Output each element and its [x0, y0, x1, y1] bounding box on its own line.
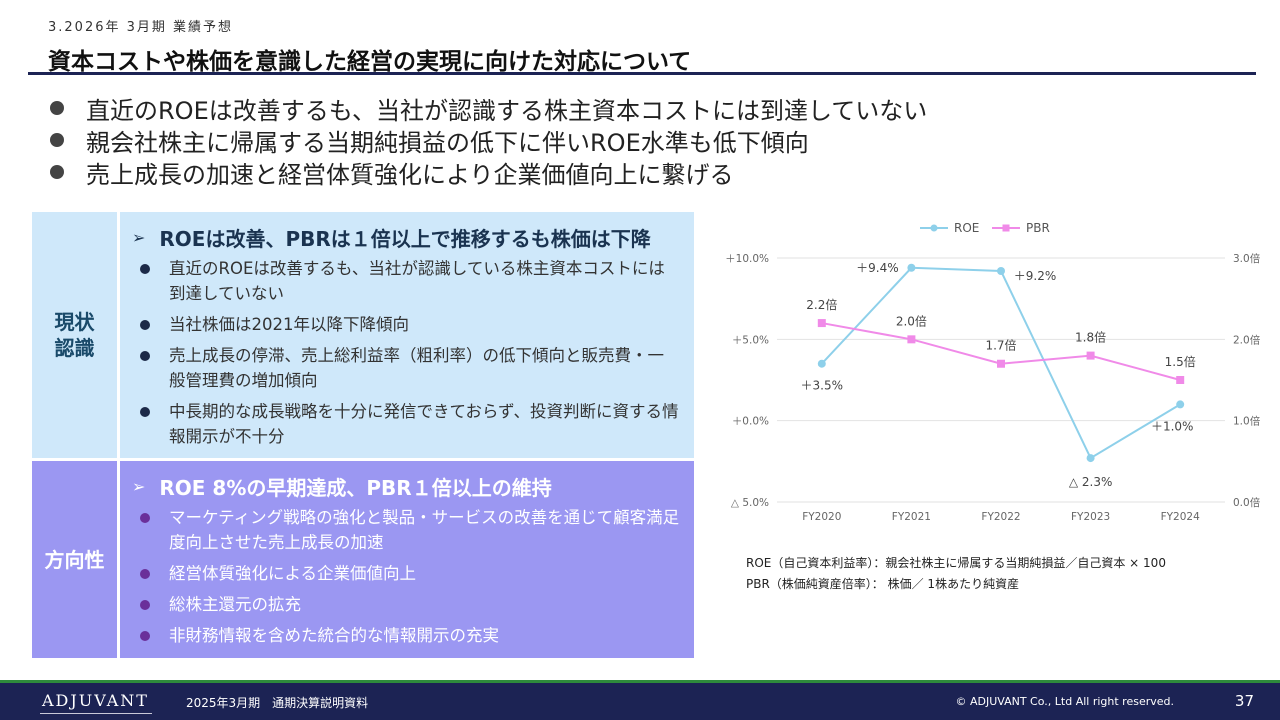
x-axis-tick-label: FY2022 — [981, 511, 1020, 523]
status-item-text: 売上成長の停滞、売上総利益率（粗利率）の低下傾向と販売費・一般管理費の増加傾向 — [169, 346, 664, 390]
title-divider — [28, 72, 1256, 75]
roe-data-label: ＋3.5% — [801, 379, 844, 393]
left-axis-tick-label: ＋5.0% — [732, 334, 769, 346]
right-axis-tick-label: 2.0倍 — [1233, 333, 1260, 346]
right-axis-tick-label: 1.0倍 — [1233, 415, 1260, 428]
pbr-point — [817, 319, 826, 328]
status-item: 中長期的な成長戦略を十分に発信できておらず、投資判断に資する情報開示が不十分 — [132, 399, 680, 449]
direction-item-text: 総株主還元の拡充 — [169, 595, 301, 614]
bullet-dot-icon — [50, 101, 64, 115]
summary-bullet: 親会社株主に帰属する当期純損益の低下に伴いROE水準も低下傾向 — [50, 124, 927, 157]
company-logo: ADJUVANT — [42, 691, 149, 710]
pbr-point — [1086, 351, 1095, 360]
x-axis-tick-label: FY2024 — [1161, 511, 1200, 523]
left-axis-tick-label: △ 5.0% — [731, 497, 769, 509]
roe-point — [1086, 454, 1095, 463]
bullet-dot-icon — [140, 351, 150, 361]
summary-bullet-text: 売上成長の加速と経営体質強化により企業価値向上に繋げる — [86, 160, 734, 189]
page-title: 資本コストや株価を意識した経営の実現に向けた対応について — [48, 49, 692, 75]
status-panel: 現状 認識 ➢ ROEは改善、PBRは１倍以上で推移するも株価は下降 直近のROE… — [32, 212, 694, 458]
document-title: 2025年3月期 通期決算説明資料 — [186, 696, 369, 710]
direction-item-text: マーケティング戦略の強化と製品・サービスの改善を通じて顧客満足度向上させた売上成… — [169, 508, 680, 552]
page-number: 37 — [1234, 692, 1254, 710]
left-axis-tick-label: ＋0.0% — [732, 416, 769, 428]
direction-items: マーケティング戦略の強化と製品・サービスの改善を通じて顧客満足度向上させた売上成… — [132, 505, 680, 648]
bullet-dot-icon — [140, 407, 150, 417]
roe-pbr-line-chart: ＋10.0% ＋5.0% ＋0.0% △ 5.0% 3.0倍 2.0倍 1.0倍 0.0倍 FY… — [725, 221, 1260, 523]
x-axis-tick-label: FY2020 — [802, 511, 841, 523]
status-item-text: 当社株価は2021年以降下降傾向 — [169, 315, 409, 334]
right-axis-tick-label: 0.0倍 — [1233, 496, 1260, 509]
summary-bullet: 直近のROEは改善するも、当社が認識する株主資本コストには到達していない — [50, 92, 928, 125]
roe-definition: ROE（自己資本利益率）：親会社株主に帰属する当期純損益／自己資本 × 100 — [746, 556, 1166, 570]
bullet-dot-icon — [140, 631, 150, 641]
pbr-data-label: 1.8倍 — [1075, 330, 1106, 345]
direction-body: ➢ ROE 8%の早期達成、PBR１倍以上の維持 マーケティング戦略の強化と製品・… — [120, 461, 694, 658]
pbr-data-label: 2.0倍 — [896, 313, 927, 328]
direction-headline: ➢ ROE 8%の早期達成、PBR１倍以上の維持 — [132, 471, 680, 501]
logo-underline — [40, 713, 152, 714]
legend-label-pbr: PBR — [1026, 221, 1050, 235]
summary-bullet: 売上成長の加速と経営体質強化により企業価値向上に繋げる — [50, 156, 927, 189]
definition-notes: ROE（自己資本利益率）：親会社株主に帰属する当期純損益／自己資本 × 100 … — [746, 553, 1166, 595]
right-axis-tick-label: 3.0倍 — [1233, 252, 1260, 265]
direction-item: 総株主還元の拡充 — [132, 592, 680, 617]
bullet-dot-icon — [140, 569, 150, 579]
x-axis-tick-label: FY2023 — [1071, 511, 1110, 523]
pbr-point — [997, 359, 1005, 368]
status-headline: ➢ ROEは改善、PBRは１倍以上で推移するも株価は下降 — [132, 222, 680, 252]
summary-bullet-text: 直近のROEは改善するも、当社が認識する株主資本コストには到達していない — [86, 96, 928, 125]
status-headline-text: ROEは改善、PBRは１倍以上で推移するも株価は下降 — [159, 226, 651, 251]
roe-point — [997, 267, 1005, 276]
direction-side-label: 方向性 — [32, 461, 117, 658]
pbr-point — [1176, 376, 1185, 384]
direction-item-text: 非財務情報を含めた統合的な情報開示の充実 — [169, 626, 499, 645]
direction-headline-text: ROE 8%の早期達成、PBR１倍以上の維持 — [159, 475, 552, 500]
summary-bullets: 直近のROEは改善するも、当社が認識する株主資本コストには到達していない 親会社… — [50, 92, 928, 189]
direction-item-text: 経営体質強化による企業価値向上 — [169, 564, 417, 583]
pbr-data-label: 1.7倍 — [985, 338, 1016, 353]
direction-item: マーケティング戦略の強化と製品・サービスの改善を通じて顧客満足度向上させた売上成… — [132, 505, 680, 555]
status-items: 直近のROEは改善するも、当社が認識している株主資本コストには到達していない 当… — [132, 256, 680, 449]
bullet-dot-icon — [50, 133, 64, 147]
legend-marker-pbr — [1002, 224, 1010, 232]
bullet-dot-icon — [140, 320, 150, 330]
roe-point — [907, 263, 916, 272]
pbr-data-label: 1.5倍 — [1165, 354, 1196, 369]
arrow-right-icon: ➢ — [132, 476, 146, 496]
pbr-point — [907, 335, 916, 344]
direction-panel: 方向性 ➢ ROE 8%の早期達成、PBR１倍以上の維持 マーケティング戦略の強化… — [32, 461, 694, 658]
footer: ADJUVANT 2025年3月期 通期決算説明資料 © ADJUVANT Co… — [0, 680, 1280, 720]
bullet-dot-icon — [140, 513, 150, 523]
status-item: 当社株価は2021年以降下降傾向 — [132, 312, 680, 337]
x-axis-tick-label: FY2021 — [892, 511, 931, 523]
status-item: 直近のROEは改善するも、当社が認識している株主資本コストには到達していない — [132, 256, 680, 306]
roe-data-label: ＋9.4% — [856, 261, 899, 275]
section-label: 3.2026年 3月期 業績予想 — [48, 20, 234, 35]
status-item-text: 直近のROEは改善するも、当社が認識している株主資本コストには到達していない — [169, 259, 665, 303]
left-axis-tick-label: ＋10.0% — [725, 253, 769, 265]
pbr-definition: PBR（株価純資産倍率）： 株価／ 1株あたり純資産 — [746, 577, 1020, 591]
bullet-dot-icon — [140, 600, 150, 610]
direction-item: 非財務情報を含めた統合的な情報開示の充実 — [132, 623, 680, 648]
status-body: ➢ ROEは改善、PBRは１倍以上で推移するも株価は下降 直近のROEは改善するも… — [120, 212, 694, 458]
legend-marker-roe — [930, 224, 938, 232]
roe-data-label: △ 2.3% — [1069, 475, 1113, 489]
copyright: © ADJUVANT Co., Ltd All right reserved. — [955, 695, 1174, 708]
roe-data-label: ＋1.0% — [1151, 419, 1194, 433]
status-item-text: 中長期的な成長戦略を十分に発信できておらず、投資判断に資する情報開示が不十分 — [169, 402, 679, 446]
bullet-dot-icon — [50, 165, 64, 179]
roe-data-label: ＋9.2% — [1014, 269, 1057, 283]
roe-point — [817, 359, 826, 368]
arrow-right-icon: ➢ — [132, 227, 146, 247]
status-side-label: 現状 認識 — [32, 212, 117, 458]
roe-point — [1176, 400, 1185, 409]
summary-bullet-text: 親会社株主に帰属する当期純損益の低下に伴いROE水準も低下傾向 — [86, 128, 809, 157]
legend-label-roe: ROE — [954, 221, 979, 235]
direction-item: 経営体質強化による企業価値向上 — [132, 561, 680, 586]
bullet-dot-icon — [140, 264, 150, 274]
pbr-data-label: 2.2倍 — [806, 297, 837, 312]
status-item: 売上成長の停滞、売上総利益率（粗利率）の低下傾向と販売費・一般管理費の増加傾向 — [132, 343, 680, 393]
